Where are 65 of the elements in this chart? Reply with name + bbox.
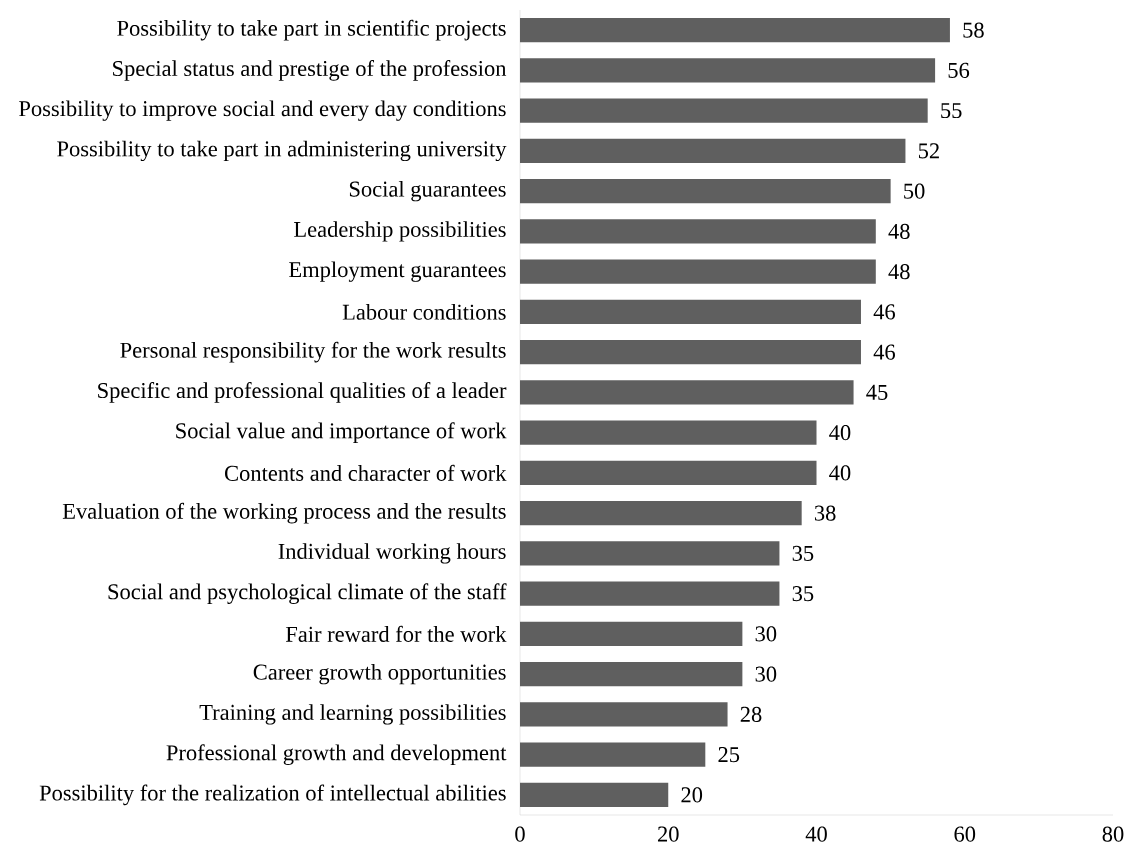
data-label: 55 [941, 103, 962, 119]
x-tick-label: 80 [1102, 826, 1124, 842]
bar [520, 662, 743, 687]
data-label: 25 [718, 747, 740, 763]
bar [520, 380, 854, 405]
x-tick-label: 0 [515, 826, 525, 842]
y-tick-label: Possibility to improve social and every day conditions [19, 100, 506, 121]
y-tick-label: Specific and professional qualities of a leader [98, 382, 507, 403]
data-label: 38 [814, 505, 836, 521]
data-label: 48 [888, 223, 910, 239]
y-tick-label: Special status and prestige of the profession [113, 60, 507, 81]
y-tick-label: Social value and importance of work [176, 422, 507, 443]
bar [520, 581, 780, 606]
y-tick-label: Labour conditions [342, 303, 506, 320]
data-label: 20 [681, 787, 703, 803]
y-tick-label: Possibility to take part in scientific projects [117, 19, 506, 41]
data-label: 40 [829, 425, 851, 441]
y-tick-label: Possibility for the realization of intellectual abilities [39, 784, 506, 806]
x-tick-label: 40 [805, 826, 827, 842]
x-tick-label: 20 [657, 826, 679, 842]
bar [520, 219, 876, 244]
bar [520, 782, 669, 807]
bar [520, 340, 861, 365]
y-tick-label: Personal responsibility for the work results [120, 341, 506, 363]
data-label: 35 [792, 545, 814, 561]
bar [520, 259, 876, 284]
y-tick-label: Employment guarantees [289, 261, 506, 282]
data-label: 46 [873, 304, 895, 320]
data-label: 30 [755, 666, 777, 682]
data-label: 40 [829, 465, 851, 481]
data-label: 56 [948, 62, 970, 78]
data-label: 30 [755, 626, 777, 642]
bar [520, 420, 817, 445]
bar [520, 58, 936, 83]
data-label: 50 [904, 183, 925, 199]
bar [520, 18, 950, 43]
bar [520, 541, 780, 566]
y-tick-label: Training and learning possibilities [199, 704, 506, 725]
bar [520, 179, 891, 204]
y-tick-label: Career growth opportunities [253, 663, 506, 685]
y-tick-label: Possibility to take part in administering university [57, 140, 507, 162]
y-tick-label: Professional growth and development [166, 744, 507, 765]
bar [520, 460, 817, 485]
y-tick-label: Social and psychological climate of the staff [108, 583, 507, 604]
data-label: 48 [888, 264, 910, 280]
bar [520, 299, 861, 324]
data-label: 28 [740, 706, 762, 722]
x-tick-label: 60 [954, 826, 976, 842]
bar [520, 138, 906, 163]
y-tick-label: Contents and character of work [225, 464, 507, 481]
bar [520, 501, 802, 526]
bar [520, 621, 743, 646]
bar [520, 98, 928, 123]
y-tick-label: Individual working hours [278, 543, 506, 564]
bar [520, 742, 706, 767]
data-label: 46 [873, 344, 895, 360]
y-tick-label: Fair reward for the work [285, 625, 507, 642]
bar [520, 702, 728, 727]
y-tick-label: Leadership possibilities [294, 221, 506, 242]
data-label: 35 [792, 586, 814, 602]
data-label: 58 [963, 22, 984, 38]
data-label: 52 [918, 143, 939, 159]
y-tick-label: Evaluation of the working process and the results [62, 502, 506, 524]
data-label: 45 [866, 384, 888, 400]
y-tick-label: Social guarantees [349, 180, 506, 202]
